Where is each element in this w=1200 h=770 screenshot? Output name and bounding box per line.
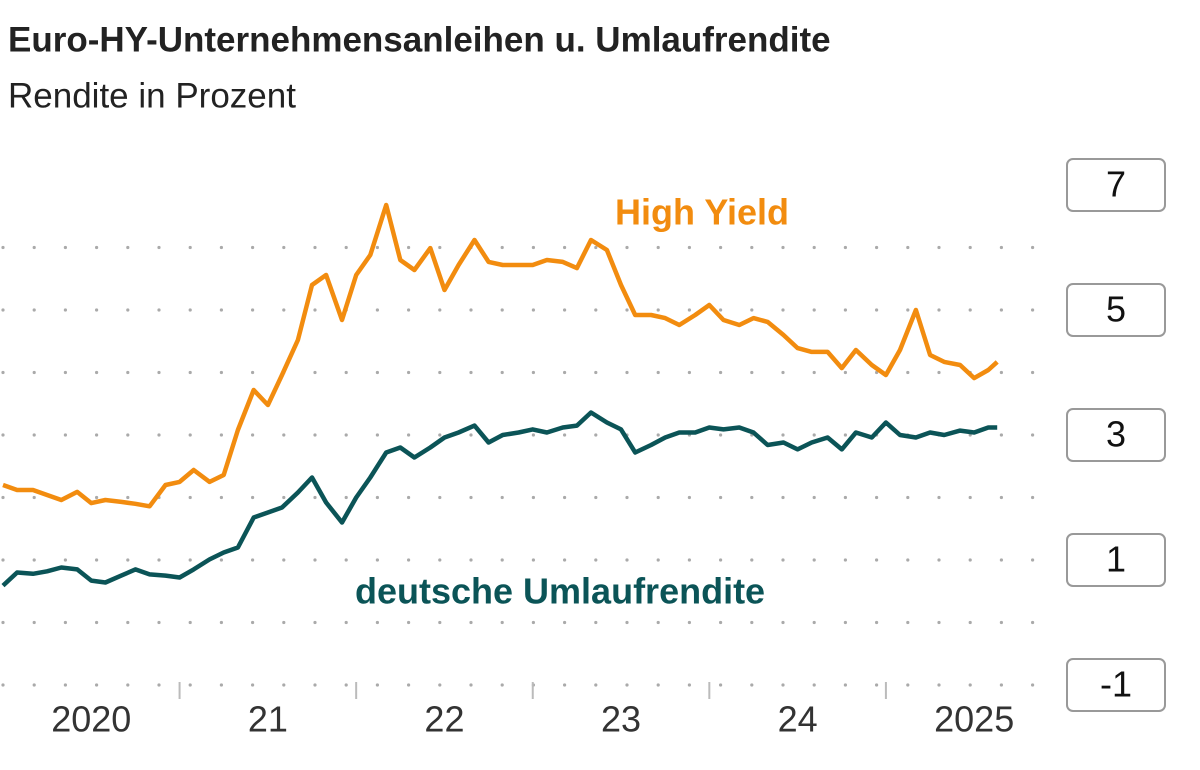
y-tick-box — [1066, 658, 1166, 712]
series-label: High Yield — [615, 192, 789, 233]
y-tick-label: 5 — [1106, 289, 1126, 330]
y-tick-label: -1 — [1100, 664, 1132, 705]
y-tick-box — [1066, 158, 1166, 212]
chart-title: Euro-HY-Unternehmensanleihen u. Umlaufre… — [8, 20, 831, 59]
x-tick-label: 2025 — [934, 699, 1014, 740]
chart-subtitle: Rendite in Prozent — [8, 76, 296, 115]
x-tick-label: 23 — [601, 699, 641, 740]
series-label: deutsche Umlaufrendite — [355, 571, 765, 612]
y-tick-box — [1066, 533, 1166, 587]
x-tick-label: 22 — [424, 699, 464, 740]
x-tick-label: 2020 — [51, 699, 131, 740]
x-tick-label: 24 — [778, 699, 818, 740]
series-line — [1, 410, 998, 588]
x-tick-label: 21 — [248, 699, 288, 740]
y-tick-label: 1 — [1106, 539, 1126, 580]
y-tick-label: 7 — [1106, 164, 1126, 205]
y-tick-box — [1066, 283, 1166, 337]
series-line — [2, 202, 999, 509]
y-tick-box — [1066, 408, 1166, 462]
y-tick-label: 3 — [1106, 414, 1126, 455]
